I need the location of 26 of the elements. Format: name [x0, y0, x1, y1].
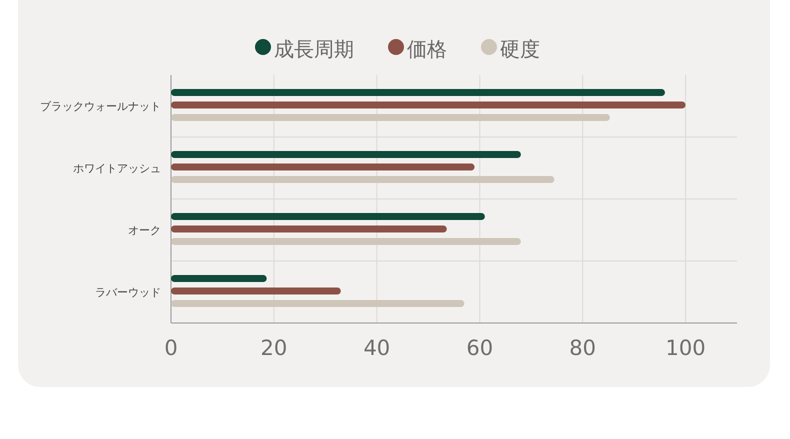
legend-label: 価格	[407, 37, 447, 61]
bar	[171, 238, 521, 245]
bar	[171, 89, 665, 96]
y-tick-label: ブラックウォールナット	[40, 100, 161, 113]
bar	[171, 213, 485, 220]
y-tick-label: ラバーウッド	[95, 286, 161, 299]
bar	[171, 176, 554, 183]
x-tick-label: 0	[164, 336, 178, 360]
bar	[171, 151, 521, 158]
bar	[171, 164, 475, 170]
x-tick-label: 100	[666, 336, 706, 360]
bar	[171, 275, 267, 282]
bar	[171, 226, 447, 232]
y-tick-label: ホワイトアッシュ	[73, 162, 161, 175]
x-tick-label: 40	[363, 336, 390, 360]
bar	[171, 288, 341, 294]
plot: 0 20 40 60 80 100 ブラックウォールナット ホワイトアッシュ オーク ラバーウッド	[40, 74, 738, 360]
bar	[171, 114, 610, 121]
legend-label: 成長周期	[274, 37, 354, 61]
x-tick-label: 20	[260, 336, 288, 360]
bar	[171, 102, 686, 108]
y-tick-label: オーク	[128, 224, 161, 237]
bar	[171, 300, 464, 307]
x-tick-label: 60	[466, 336, 494, 360]
x-tick-label: 80	[569, 336, 596, 360]
legend-label: 硬度	[500, 37, 540, 61]
